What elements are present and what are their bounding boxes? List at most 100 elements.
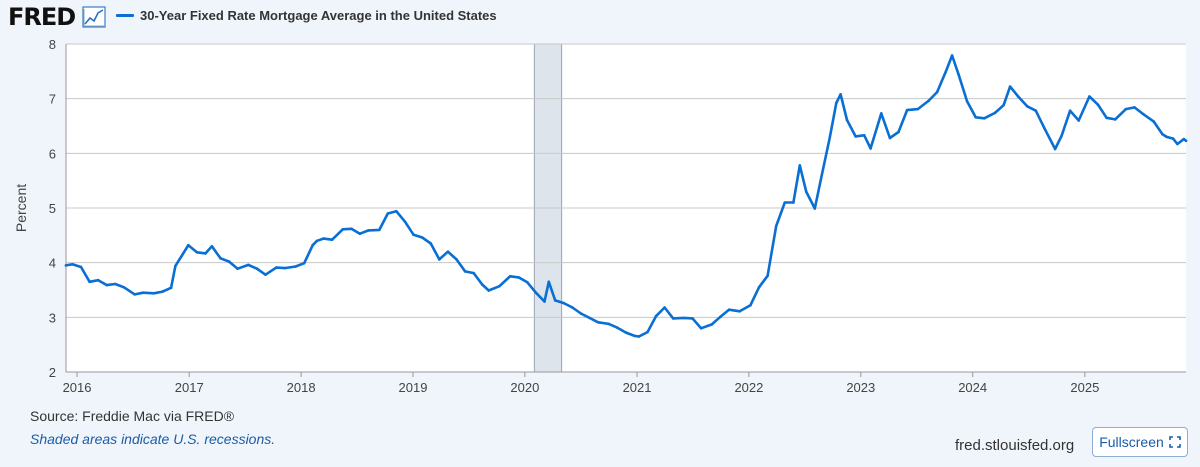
data-point[interactable] <box>637 335 641 338</box>
data-point[interactable] <box>71 263 74 266</box>
data-point[interactable] <box>974 116 977 119</box>
data-point[interactable] <box>141 291 145 295</box>
data-point[interactable] <box>888 136 892 140</box>
data-point[interactable] <box>322 237 325 240</box>
data-point[interactable] <box>553 299 557 302</box>
data-point[interactable] <box>1133 106 1136 109</box>
data-point[interactable] <box>839 93 842 96</box>
data-point[interactable] <box>1008 85 1012 88</box>
data-point[interactable] <box>798 164 802 167</box>
data-point[interactable] <box>133 293 136 296</box>
data-point[interactable] <box>1171 137 1175 140</box>
data-point[interactable] <box>386 212 390 215</box>
data-point[interactable] <box>1053 147 1057 151</box>
data-point[interactable] <box>719 315 722 319</box>
data-point[interactable] <box>114 282 117 286</box>
data-point[interactable] <box>472 271 476 275</box>
data-point[interactable] <box>446 250 450 253</box>
data-point[interactable] <box>455 258 458 261</box>
data-point[interactable] <box>624 331 628 334</box>
data-point[interactable] <box>395 210 398 213</box>
data-point[interactable] <box>64 264 68 267</box>
data-point[interactable] <box>983 117 986 120</box>
data-point[interactable] <box>255 267 259 271</box>
data-point[interactable] <box>935 90 939 94</box>
data-point[interactable] <box>378 228 381 232</box>
data-point[interactable] <box>122 286 126 289</box>
site-link[interactable]: fred.stlouisfed.org <box>955 437 1075 454</box>
data-point[interactable] <box>1096 103 1100 106</box>
data-point[interactable] <box>1077 119 1080 122</box>
data-point[interactable] <box>950 54 954 57</box>
data-point[interactable] <box>616 326 619 330</box>
data-point[interactable] <box>738 310 741 313</box>
data-point[interactable] <box>1124 107 1128 111</box>
data-point[interactable] <box>187 243 190 247</box>
data-point[interactable] <box>195 251 199 254</box>
data-point[interactable] <box>1068 109 1072 112</box>
data-point[interactable] <box>204 252 207 255</box>
data-point[interactable] <box>294 265 297 268</box>
data-point[interactable] <box>311 243 315 247</box>
data-point[interactable] <box>774 224 778 228</box>
data-point[interactable] <box>480 283 484 286</box>
data-point[interactable] <box>813 207 817 210</box>
data-point[interactable] <box>487 289 491 292</box>
data-point[interactable] <box>180 254 184 257</box>
data-point[interactable] <box>862 134 866 137</box>
data-point[interactable] <box>227 260 231 263</box>
data-point[interactable] <box>367 229 370 232</box>
data-point[interactable] <box>727 308 731 312</box>
data-point[interactable] <box>1141 112 1145 116</box>
data-point[interactable] <box>646 330 649 334</box>
data-point[interactable] <box>315 239 319 243</box>
data-point[interactable] <box>749 304 752 307</box>
data-point[interactable] <box>671 317 675 320</box>
data-point[interactable] <box>783 201 787 204</box>
data-point[interactable] <box>174 264 177 268</box>
data-point[interactable] <box>828 136 832 139</box>
data-point[interactable] <box>429 242 433 245</box>
data-point[interactable] <box>607 322 611 326</box>
data-point[interactable] <box>1165 135 1168 139</box>
data-point[interactable] <box>1152 120 1156 123</box>
data-point[interactable] <box>420 236 424 239</box>
data-point[interactable] <box>835 101 838 105</box>
data-point[interactable] <box>792 201 795 204</box>
data-point[interactable] <box>804 190 808 193</box>
data-point[interactable] <box>498 284 501 288</box>
data-point[interactable] <box>302 261 306 265</box>
data-point[interactable] <box>96 278 100 282</box>
data-point[interactable] <box>819 176 823 180</box>
data-point[interactable] <box>169 286 173 290</box>
data-point[interactable] <box>210 245 214 248</box>
data-point[interactable] <box>1060 134 1063 138</box>
data-point[interactable] <box>105 283 109 287</box>
data-point[interactable] <box>219 257 222 260</box>
data-point[interactable] <box>588 316 591 320</box>
data-point[interactable] <box>869 147 872 150</box>
data-point[interactable] <box>633 334 636 338</box>
data-point[interactable] <box>517 276 520 279</box>
data-point[interactable] <box>845 118 849 122</box>
fullscreen-button[interactable]: Fullscreen <box>1092 427 1188 457</box>
data-point[interactable] <box>463 270 467 273</box>
data-point[interactable] <box>757 286 761 289</box>
data-point[interactable] <box>264 273 267 277</box>
data-point[interactable] <box>543 300 546 303</box>
data-point[interactable] <box>710 323 714 326</box>
data-point[interactable] <box>236 267 239 271</box>
data-point[interactable] <box>508 275 512 278</box>
data-point[interactable] <box>152 292 156 295</box>
data-point[interactable] <box>1002 103 1005 107</box>
data-point[interactable] <box>283 266 287 270</box>
data-point[interactable] <box>412 233 415 237</box>
data-point[interactable] <box>526 281 529 284</box>
data-point[interactable] <box>1182 137 1186 141</box>
data-point[interactable] <box>1113 118 1117 121</box>
data-point[interactable] <box>927 99 930 103</box>
data-point[interactable] <box>957 73 960 76</box>
data-point[interactable] <box>438 258 441 261</box>
data-point[interactable] <box>571 306 574 309</box>
data-point[interactable] <box>916 107 920 111</box>
